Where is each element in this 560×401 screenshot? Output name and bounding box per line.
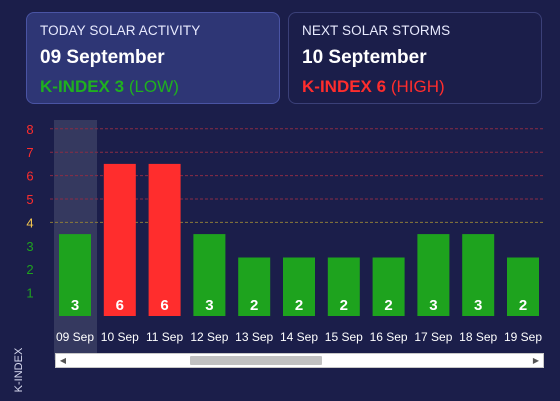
bar	[103, 163, 136, 316]
bar	[327, 257, 360, 316]
today-date: 09 September	[40, 47, 165, 68]
bar	[148, 163, 181, 316]
y-tick-label: 5	[26, 192, 33, 207]
bar	[372, 257, 405, 316]
x-tick-label: 10 Sep	[101, 330, 139, 344]
bar-value-label: 2	[250, 297, 258, 314]
scroll-thumb[interactable]	[190, 356, 322, 365]
next-k-index-level: (HIGH)	[390, 77, 445, 96]
bar-value-label: 2	[295, 297, 303, 314]
x-tick-label: 09 Sep	[56, 330, 94, 344]
bar	[417, 234, 450, 316]
bar	[283, 257, 315, 316]
scroll-right-arrow-icon[interactable]: ▶	[532, 356, 540, 365]
next-date: 10 September	[302, 47, 427, 68]
x-tick-label: 17 Sep	[414, 330, 452, 344]
today-k-index: K-INDEX 3 (LOW)	[40, 77, 266, 97]
x-tick-label: 12 Sep	[190, 330, 228, 344]
bar-value-label: 3	[474, 297, 482, 314]
today-solar-activity-card: TODAY SOLAR ACTIVITY 09 September K-INDE…	[26, 12, 280, 104]
bar-value-label: 3	[429, 297, 437, 314]
x-tick-label: 15 Sep	[325, 330, 363, 344]
bar	[238, 257, 271, 316]
bar-value-label: 3	[71, 297, 79, 314]
bar-value-label: 3	[205, 297, 213, 314]
y-tick-label: 8	[26, 122, 33, 137]
y-tick-label: 1	[26, 286, 33, 301]
x-tick-label: 13 Sep	[235, 330, 273, 344]
bar-value-label: 6	[116, 297, 124, 314]
bar-value-label: 2	[340, 297, 348, 314]
y-tick-label: 4	[26, 215, 33, 230]
bar	[507, 257, 539, 316]
bar	[59, 234, 91, 316]
today-heading: TODAY SOLAR ACTIVITY	[40, 23, 201, 38]
chart-horizontal-scrollbar[interactable]: ◀ ▶	[55, 353, 544, 368]
next-solar-storms-card: NEXT SOLAR STORMS 10 September K-INDEX 6…	[288, 12, 542, 104]
next-k-index-value: K-INDEX 6	[302, 77, 387, 96]
x-tick-label: 11 Sep	[146, 330, 183, 344]
y-tick-label: 2	[26, 262, 33, 277]
next-heading: NEXT SOLAR STORMS	[302, 23, 451, 38]
bar-value-label: 6	[160, 297, 168, 314]
x-tick-label: 18 Sep	[459, 330, 497, 344]
today-k-index-value: K-INDEX 3	[40, 77, 125, 96]
today-k-index-level: (LOW)	[128, 77, 179, 96]
next-k-index: K-INDEX 6 (HIGH)	[302, 77, 528, 97]
bar-value-label: 2	[384, 297, 392, 314]
x-tick-label: 19 Sep	[504, 330, 542, 344]
y-tick-label: 7	[26, 145, 33, 160]
bar	[462, 234, 495, 316]
x-tick-label: 14 Sep	[280, 330, 318, 344]
y-tick-label: 3	[26, 239, 33, 254]
scroll-left-arrow-icon[interactable]: ◀	[59, 356, 67, 365]
y-axis-label: K-INDEX	[13, 347, 25, 393]
x-tick-label: 16 Sep	[370, 330, 408, 344]
y-tick-label: 6	[26, 169, 33, 184]
bar	[193, 234, 226, 316]
bar-value-label: 2	[519, 297, 527, 314]
